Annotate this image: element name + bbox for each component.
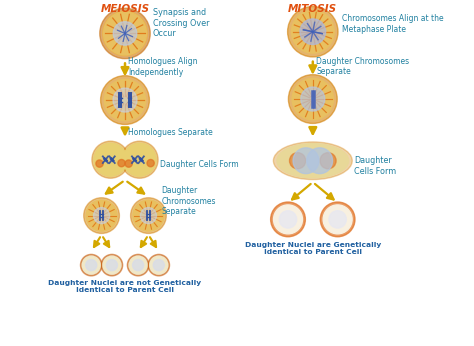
Text: Daughter Chromosomes
Separate: Daughter Chromosomes Separate (316, 57, 410, 76)
Circle shape (113, 22, 137, 45)
Circle shape (273, 205, 302, 234)
Ellipse shape (277, 144, 349, 178)
Circle shape (150, 256, 168, 274)
Circle shape (288, 75, 337, 124)
Circle shape (94, 143, 127, 176)
Circle shape (128, 254, 149, 276)
Text: Homologues Separate: Homologues Separate (128, 128, 213, 137)
Text: MITOSIS: MITOSIS (288, 4, 337, 14)
Circle shape (84, 198, 119, 234)
Text: MEIOSIS: MEIOSIS (100, 4, 150, 14)
Circle shape (133, 260, 144, 271)
Circle shape (301, 87, 325, 111)
Circle shape (292, 10, 334, 53)
Circle shape (123, 143, 156, 176)
Text: Homologues Align
Independently: Homologues Align Independently (128, 57, 198, 77)
Circle shape (101, 254, 123, 276)
Circle shape (81, 254, 102, 276)
Circle shape (104, 12, 146, 55)
Circle shape (288, 7, 338, 57)
Circle shape (96, 160, 103, 167)
Circle shape (133, 200, 164, 231)
Circle shape (125, 160, 132, 167)
Circle shape (323, 205, 352, 234)
Text: Synapsis and
Crossing Over
Occur: Synapsis and Crossing Over Occur (153, 8, 210, 38)
Circle shape (86, 260, 97, 271)
Circle shape (86, 200, 117, 231)
Circle shape (148, 254, 170, 276)
Circle shape (104, 79, 146, 121)
Circle shape (93, 208, 109, 224)
Text: Daughter Nuclei are Genetically
Identical to Parent Cell: Daughter Nuclei are Genetically Identica… (245, 242, 381, 255)
Text: Daughter
Chromosomes
Separate: Daughter Chromosomes Separate (161, 186, 216, 216)
Circle shape (140, 208, 156, 224)
Circle shape (147, 160, 154, 167)
Circle shape (300, 19, 326, 45)
Circle shape (103, 256, 121, 274)
Circle shape (153, 260, 164, 271)
Circle shape (121, 141, 158, 178)
Circle shape (100, 8, 150, 58)
Circle shape (320, 153, 336, 169)
Text: Chromosomes Align at the
Metaphase Plate: Chromosomes Align at the Metaphase Plate (342, 15, 443, 34)
Circle shape (329, 211, 346, 228)
Circle shape (118, 160, 125, 167)
Circle shape (113, 88, 137, 112)
Text: Daughter Cells Form: Daughter Cells Form (160, 160, 238, 170)
Circle shape (293, 148, 319, 174)
Circle shape (82, 256, 100, 274)
Circle shape (100, 76, 149, 125)
Circle shape (292, 79, 334, 120)
Circle shape (279, 211, 297, 228)
Circle shape (102, 11, 147, 56)
Ellipse shape (273, 142, 352, 180)
Circle shape (92, 141, 129, 178)
Circle shape (307, 148, 333, 174)
Circle shape (320, 202, 355, 237)
Text: Daughter Nuclei are not Genetically
Identical to Parent Cell: Daughter Nuclei are not Genetically Iden… (48, 280, 201, 293)
Circle shape (131, 198, 166, 234)
Circle shape (290, 153, 306, 169)
Circle shape (106, 260, 118, 271)
Circle shape (129, 256, 147, 274)
Text: Daughter
Cells Form: Daughter Cells Form (354, 156, 396, 176)
Circle shape (271, 202, 305, 237)
